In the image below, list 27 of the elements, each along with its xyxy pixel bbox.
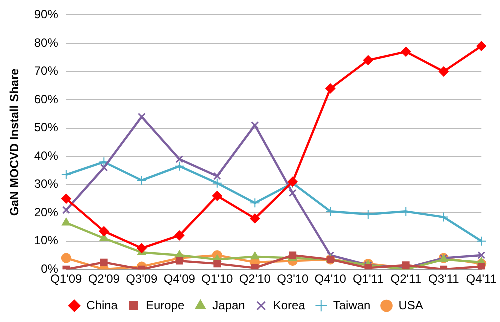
x-tick-label: Q2'09 — [88, 272, 120, 286]
legend-label: China — [86, 298, 118, 312]
x-tick-label: Q4'10 — [314, 272, 347, 286]
x-tick-label: Q2'11 — [390, 272, 422, 286]
legend-label: Japan — [212, 298, 246, 312]
y-tick-label: 80% — [34, 36, 59, 50]
x-tick-label: Q3'11 — [428, 272, 460, 286]
y-tick-label: 60% — [34, 92, 59, 106]
y-tick-label: 30% — [34, 177, 59, 192]
y-tick-label: 10% — [34, 234, 59, 248]
x-tick-label: Q1'10 — [202, 272, 234, 286]
y-tick-label: 20% — [34, 205, 59, 220]
x-tick-label: Q3'10 — [277, 272, 310, 286]
x-tick-label: Q2'10 — [239, 272, 272, 286]
x-tick-label: Q3'09 — [126, 272, 158, 286]
legend-label: Korea — [273, 298, 306, 312]
x-tick-label: Q1'11 — [353, 272, 384, 286]
y-axis-title: GaN MOCVD Install Share — [8, 68, 22, 216]
y-tick-label: 70% — [34, 64, 59, 78]
y-tick-label: 90% — [34, 8, 59, 22]
legend-label: Europe — [146, 298, 185, 312]
x-tick-label: Q4'11 — [466, 272, 498, 286]
y-tick-label: 50% — [34, 120, 59, 135]
x-tick-label: Q4'09 — [164, 272, 196, 286]
legend-label: USA — [398, 298, 424, 312]
legend-label: Taiwan — [333, 298, 371, 312]
y-tick-label: 40% — [34, 148, 59, 163]
